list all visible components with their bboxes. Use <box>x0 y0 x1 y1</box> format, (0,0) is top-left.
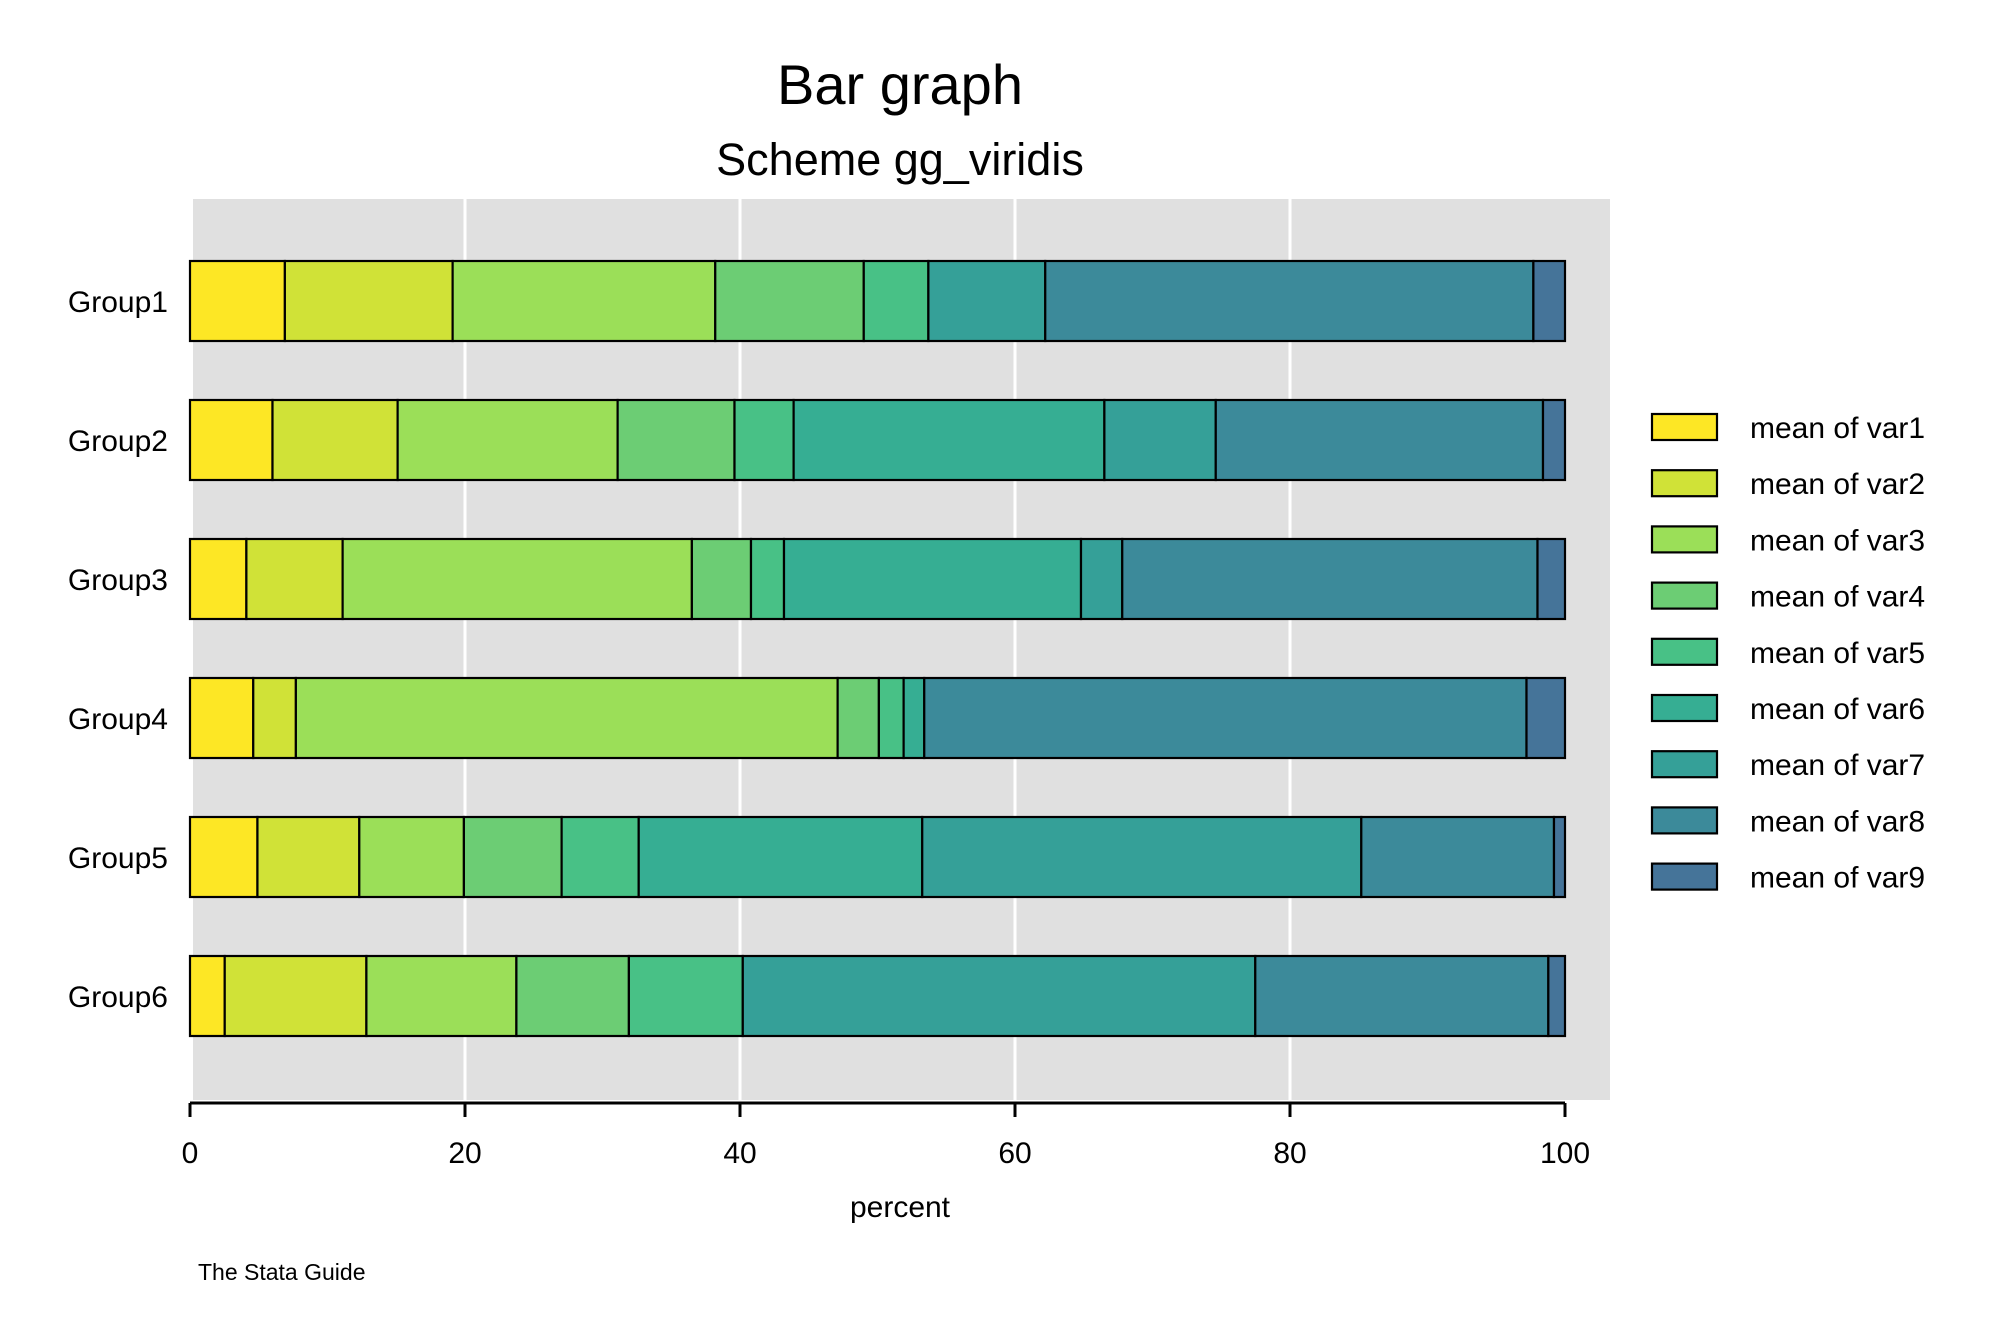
x-tick-label-40: 40 <box>723 1137 756 1170</box>
x-tick-label-0: 0 <box>182 1137 199 1170</box>
bar-group6-var1 <box>188 954 226 1038</box>
bar-group2-var2 <box>271 398 399 482</box>
bar-group1-var1 <box>188 259 286 343</box>
legend-swatch-var7 <box>1650 750 1719 779</box>
legend-label-var7: mean of var7 <box>1750 749 1925 782</box>
legend-label-var2: mean of var2 <box>1750 468 1925 501</box>
y-tick-label-group6: Group6 <box>68 981 168 1014</box>
bar-group3-var8 <box>1121 537 1539 621</box>
y-tick-label-group3: Group3 <box>68 564 168 597</box>
bar-group4-var2 <box>252 676 297 760</box>
chart-subtitle: Scheme gg_viridis <box>716 134 1084 185</box>
legend-label-var6: mean of var6 <box>1750 693 1925 726</box>
legend-swatch-var6 <box>1650 693 1719 723</box>
y-tick-label-group1: Group1 <box>68 286 168 319</box>
bar-group2-var6 <box>792 398 1106 482</box>
plot-area <box>193 199 1610 1100</box>
legend-label-var4: mean of var4 <box>1750 581 1925 614</box>
x-tick-label-100: 100 <box>1540 1137 1590 1170</box>
legend-swatch-var3 <box>1650 525 1719 554</box>
legend-swatch-var4 <box>1650 581 1719 610</box>
bar-group5-var2 <box>256 815 361 899</box>
bars <box>188 259 1567 1038</box>
x-axis: 0 20 40 60 80 100 <box>182 1101 1590 1170</box>
bar-group1-var9 <box>1532 259 1567 343</box>
bar-group3-var5 <box>749 537 786 621</box>
bar-group5-var7 <box>921 815 1363 899</box>
x-tick-label-60: 60 <box>998 1137 1031 1170</box>
legend-swatch-var9 <box>1650 862 1719 891</box>
y-axis-category-labels: Group1 Group2 Group3 Group4 Group5 Group6 <box>68 286 168 1014</box>
bar-group3-var4 <box>690 537 753 621</box>
y-tick-label-group5: Group5 <box>68 842 168 875</box>
bar-group6-var9 <box>1547 954 1567 1038</box>
bar-group3-var6 <box>782 537 1083 621</box>
bar-group4-var3 <box>294 676 839 760</box>
bar-group1-var2 <box>283 259 454 343</box>
x-tick-label-80: 80 <box>1273 1137 1306 1170</box>
legend-swatch-var1 <box>1650 412 1719 442</box>
legend-label-var9: mean of var9 <box>1750 862 1925 895</box>
bar-group6-var7 <box>741 954 1257 1038</box>
legend-label-var3: mean of var3 <box>1750 524 1925 557</box>
bar-group6-var5 <box>627 954 744 1038</box>
bar-group2-var4 <box>616 398 736 482</box>
chart-title: Bar graph <box>777 53 1023 116</box>
bar-group5-var9 <box>1552 815 1567 899</box>
x-axis-title: percent <box>850 1191 951 1224</box>
grid-lines <box>463 199 1292 1100</box>
bar-group4-var8 <box>923 676 1528 760</box>
bar-group2-var3 <box>396 398 619 482</box>
bar-group4-var1 <box>188 676 255 760</box>
bar-group4-var4 <box>836 676 880 760</box>
bar-group1-var8 <box>1044 259 1535 343</box>
bar-group2-var1 <box>188 398 274 482</box>
bar-group6-var3 <box>365 954 518 1038</box>
bar-group1-var4 <box>714 259 865 343</box>
bar-group5-var6 <box>637 815 924 899</box>
bar-group6-var8 <box>1254 954 1550 1038</box>
bar-group5-var4 <box>462 815 563 899</box>
bar-group2-var5 <box>733 398 795 482</box>
bar-group3-var3 <box>341 537 693 621</box>
legend-swatch-var2 <box>1650 469 1719 498</box>
legend-label-var8: mean of var8 <box>1750 805 1925 838</box>
legend: mean of var1 mean of var2 mean of var3 mean… <box>1650 412 1925 895</box>
legend-swatch-var5 <box>1650 637 1719 666</box>
bar-group6-var2 <box>223 954 368 1038</box>
bar-group5-var5 <box>560 815 640 899</box>
bar-group2-var7 <box>1103 398 1217 482</box>
legend-label-var1: mean of var1 <box>1750 412 1925 445</box>
bar-group1-var3 <box>451 259 717 343</box>
bar-group6-var4 <box>515 954 630 1038</box>
bar-group4-var9 <box>1525 676 1567 760</box>
bar-group3-var2 <box>245 537 344 621</box>
bar-group3-var7 <box>1079 537 1124 621</box>
bar-group5-var1 <box>188 815 259 899</box>
bar-group2-var8 <box>1214 398 1545 482</box>
bar-group3-var1 <box>188 537 248 621</box>
y-tick-label-group2: Group2 <box>68 425 168 458</box>
legend-swatch-var8 <box>1650 806 1719 835</box>
bar-group3-var9 <box>1536 537 1567 621</box>
bar-group4-var6 <box>902 676 926 760</box>
bar-group5-var3 <box>358 815 465 899</box>
bar-group2-var9 <box>1541 398 1567 482</box>
chart-note: The Stata Guide <box>198 1259 366 1285</box>
legend-label-var5: mean of var5 <box>1750 637 1925 670</box>
x-tick-label-20: 20 <box>448 1137 481 1170</box>
y-tick-label-group4: Group4 <box>68 703 168 736</box>
bar-group5-var8 <box>1360 815 1556 899</box>
bar-group4-var5 <box>877 676 905 760</box>
bar-group1-var7 <box>927 259 1047 343</box>
bar-group1-var5 <box>862 259 930 343</box>
